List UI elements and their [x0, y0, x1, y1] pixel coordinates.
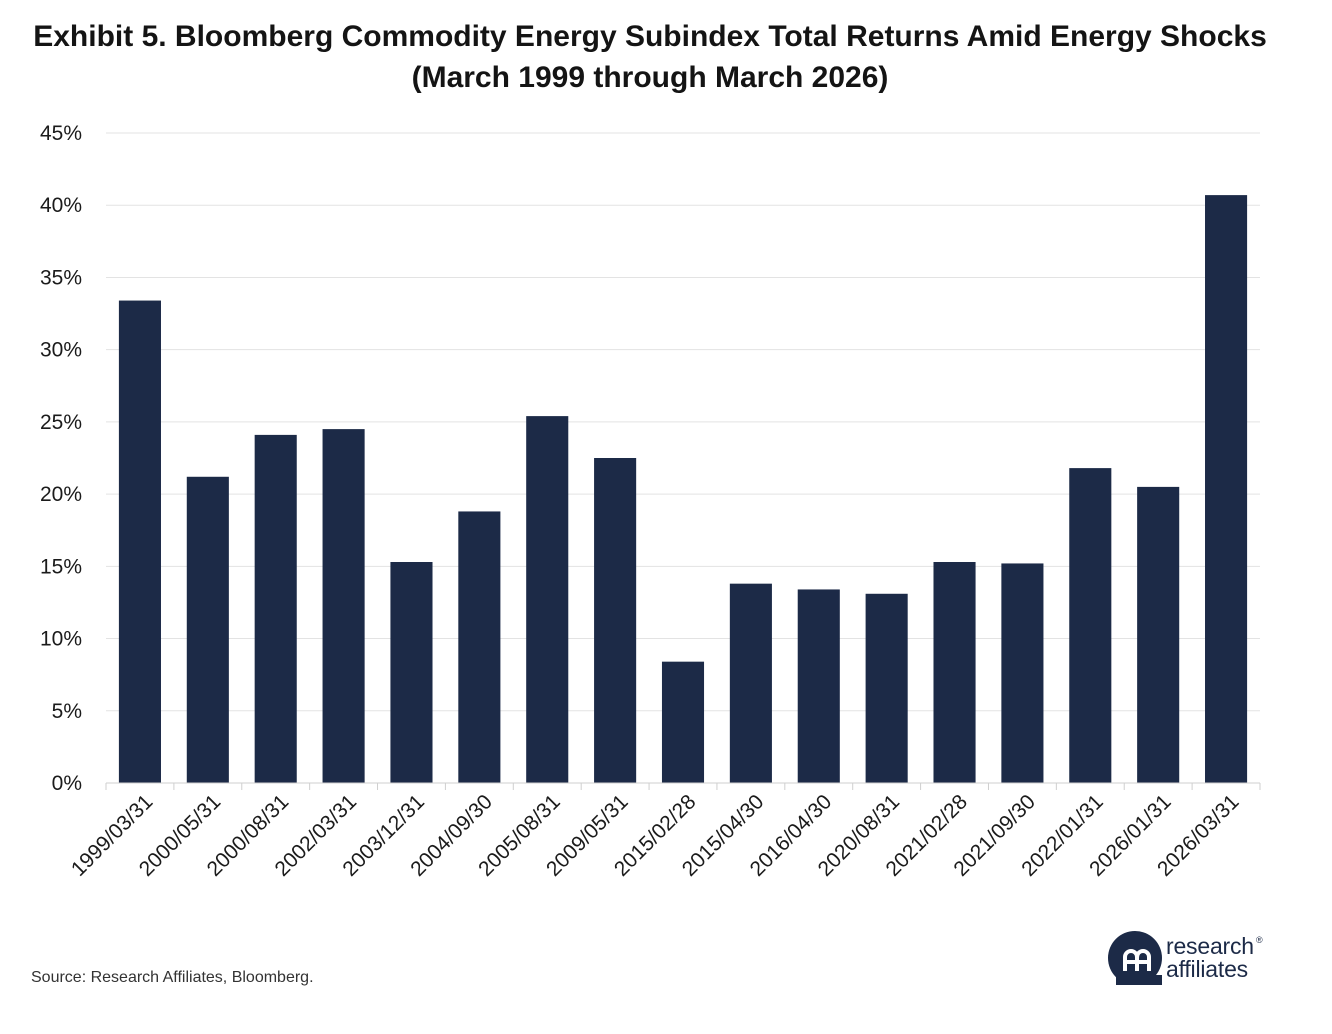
research-affiliates-logo: research affiliates ®: [1108, 929, 1268, 989]
bar: [729, 583, 772, 783]
bar: [1137, 486, 1180, 783]
bar: [322, 429, 365, 783]
y-tick-label: 45%: [40, 122, 82, 145]
y-tick-label: 20%: [40, 483, 82, 506]
bar: [1205, 195, 1248, 784]
y-tick-label: 35%: [40, 266, 82, 289]
bar: [865, 593, 908, 783]
research-affiliates-logo-mark-icon: [1108, 931, 1162, 985]
bar: [118, 300, 161, 783]
bar: [458, 511, 501, 783]
logo-registered-mark: ®: [1256, 935, 1263, 945]
bar: [797, 589, 840, 783]
x-axis-tick-marks: [105, 783, 1261, 790]
chart-title: Exhibit 5. Bloomberg Commodity Energy Su…: [33, 20, 1267, 53]
y-tick-label: 40%: [40, 194, 82, 217]
y-axis-ticks: 0% 5% 10% 15% 20% 25% 30% 35% 40% 45%: [40, 122, 82, 795]
y-tick-label: 15%: [40, 555, 82, 578]
chart-title-block: Exhibit 5. Bloomberg Commodity Energy Su…: [0, 16, 1300, 98]
logo-wordmark: research affiliates: [1166, 935, 1254, 981]
chart-subtitle: (March 1999 through March 2026): [411, 61, 889, 94]
x-axis-ticks: 1999/03/312000/05/312000/08/312002/03/31…: [67, 790, 1244, 881]
source-note: Source: Research Affiliates, Bloomberg.: [31, 969, 314, 986]
y-tick-label: 10%: [40, 628, 82, 651]
bar: [254, 434, 297, 783]
y-tick-label: 0%: [52, 772, 82, 795]
logo-line-2: affiliates: [1166, 956, 1248, 982]
bar: [186, 476, 229, 783]
bar: [594, 458, 637, 783]
bar: [390, 562, 433, 783]
bar-chart: 0% 5% 10% 15% 20% 25% 30% 35% 40% 45% 1999/03/312…: [40, 122, 1261, 881]
bar: [526, 416, 569, 783]
bar: [933, 562, 976, 783]
bars: [118, 195, 1248, 784]
bar: [1001, 563, 1044, 783]
gridlines: [106, 132, 1260, 712]
y-tick-label: 30%: [40, 339, 82, 362]
logo-line-1: research: [1166, 933, 1254, 959]
bar: [661, 661, 705, 783]
bar: [1069, 468, 1112, 783]
y-tick-label: 25%: [40, 411, 82, 434]
y-tick-label: 5%: [52, 700, 82, 723]
